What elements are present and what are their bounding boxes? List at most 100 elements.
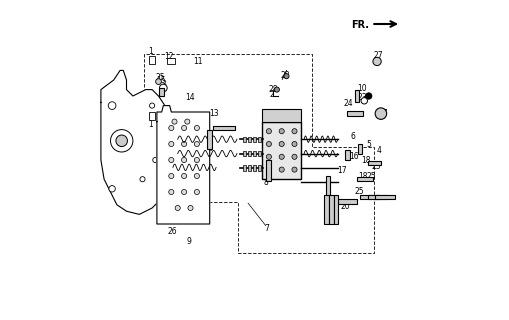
Text: 8: 8: [264, 178, 269, 187]
Polygon shape: [157, 106, 210, 224]
Bar: [253, 137, 256, 142]
Circle shape: [279, 167, 284, 172]
Circle shape: [169, 189, 174, 195]
Text: 25: 25: [355, 188, 364, 196]
Bar: [266, 160, 270, 181]
Bar: [345, 150, 350, 160]
Text: 25: 25: [155, 73, 165, 82]
Bar: [248, 151, 251, 156]
Bar: [248, 165, 251, 171]
Circle shape: [182, 125, 187, 131]
Circle shape: [292, 129, 297, 134]
Circle shape: [185, 119, 190, 124]
Bar: [243, 151, 246, 156]
Circle shape: [292, 141, 297, 147]
Text: 24: 24: [344, 99, 353, 108]
Bar: [355, 90, 359, 102]
Circle shape: [188, 205, 193, 211]
Circle shape: [159, 84, 167, 92]
Text: 28: 28: [280, 71, 290, 80]
Circle shape: [373, 57, 381, 66]
Circle shape: [194, 189, 200, 195]
Text: 19: 19: [324, 202, 333, 211]
Text: 25: 25: [371, 162, 381, 171]
Text: 1: 1: [148, 120, 153, 129]
Bar: [248, 137, 251, 142]
Bar: [334, 195, 338, 224]
Circle shape: [266, 154, 271, 159]
Bar: [326, 176, 330, 202]
Circle shape: [284, 74, 289, 79]
Bar: [358, 144, 362, 154]
Bar: [149, 56, 155, 64]
Circle shape: [182, 141, 187, 147]
Circle shape: [156, 79, 161, 84]
Bar: [347, 111, 363, 116]
Circle shape: [110, 130, 133, 152]
Text: 26: 26: [156, 189, 166, 198]
Text: 3: 3: [162, 80, 166, 89]
Circle shape: [182, 189, 187, 195]
Text: 21: 21: [204, 144, 213, 153]
Circle shape: [169, 173, 174, 179]
Circle shape: [279, 141, 284, 147]
Circle shape: [365, 93, 372, 99]
Text: 1: 1: [148, 47, 153, 56]
Bar: [258, 165, 261, 171]
Bar: [258, 137, 261, 142]
Circle shape: [194, 125, 200, 131]
Bar: [329, 195, 333, 224]
Circle shape: [169, 141, 174, 147]
Text: 5: 5: [366, 140, 372, 149]
Circle shape: [266, 141, 271, 147]
Bar: [208, 130, 212, 149]
Text: 14: 14: [185, 93, 194, 102]
Bar: [159, 88, 164, 96]
Bar: [263, 109, 301, 122]
Bar: [258, 151, 261, 156]
Text: 6: 6: [351, 132, 355, 140]
Circle shape: [182, 173, 187, 179]
Bar: [253, 165, 256, 171]
Bar: [360, 195, 379, 199]
Bar: [324, 195, 329, 224]
Circle shape: [194, 157, 200, 163]
Text: 7: 7: [264, 224, 269, 233]
Circle shape: [182, 157, 187, 163]
Text: 27: 27: [374, 51, 383, 60]
Bar: [243, 137, 246, 142]
Text: 10: 10: [357, 84, 366, 92]
Text: 25: 25: [366, 172, 376, 181]
Circle shape: [172, 119, 177, 124]
Text: 15: 15: [156, 76, 166, 84]
Bar: [167, 58, 175, 64]
Text: 12: 12: [164, 52, 174, 60]
Text: 11: 11: [193, 57, 203, 66]
Circle shape: [274, 87, 279, 92]
Text: 16: 16: [349, 152, 358, 161]
Text: 20: 20: [341, 202, 351, 211]
Circle shape: [194, 141, 200, 147]
Circle shape: [153, 157, 158, 163]
Bar: [149, 112, 155, 120]
Circle shape: [361, 98, 367, 104]
Bar: [253, 151, 256, 156]
Circle shape: [266, 129, 271, 134]
Circle shape: [175, 205, 180, 211]
Bar: [337, 199, 357, 204]
Text: FR.: FR.: [351, 20, 369, 30]
Text: 23: 23: [358, 93, 367, 102]
Circle shape: [108, 102, 116, 109]
Circle shape: [116, 135, 127, 147]
Bar: [243, 165, 246, 171]
Circle shape: [266, 167, 271, 172]
Text: 9: 9: [186, 237, 191, 246]
Circle shape: [292, 154, 297, 159]
Text: 18: 18: [358, 172, 368, 180]
Circle shape: [140, 177, 145, 182]
Bar: [357, 177, 373, 181]
Text: 4: 4: [376, 146, 381, 155]
Text: 17: 17: [337, 166, 347, 175]
Circle shape: [169, 125, 174, 131]
Circle shape: [279, 154, 284, 159]
